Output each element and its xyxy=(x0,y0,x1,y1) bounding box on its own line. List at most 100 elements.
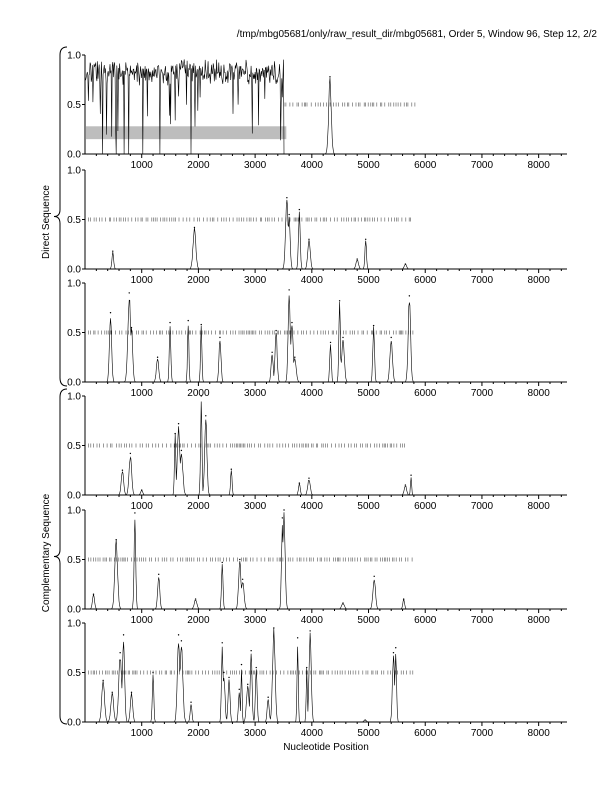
x-tick-label: 3000 xyxy=(244,160,267,171)
coding-frame-marks xyxy=(88,557,413,562)
y-tick-label: 1.0 xyxy=(67,619,81,630)
peak-point xyxy=(329,76,331,78)
peak-point xyxy=(134,512,136,514)
y-tick-label: 1.0 xyxy=(67,506,81,517)
x-tick-label: 6000 xyxy=(414,615,437,626)
x-tick-label: 3000 xyxy=(244,388,267,399)
peak-point xyxy=(187,319,189,322)
peak-point xyxy=(111,691,113,693)
peak-point xyxy=(342,602,344,604)
x-tick-label: 4000 xyxy=(301,388,324,399)
series-line-complementary-frame-2 xyxy=(85,512,567,610)
y-tick-label: 0.0 xyxy=(67,718,81,729)
x-tick-label: 8000 xyxy=(528,615,551,626)
peak-point xyxy=(309,630,311,632)
peak-point xyxy=(395,647,397,649)
peak-point xyxy=(129,452,132,455)
series-line-complementary-frame-3 xyxy=(85,628,567,723)
peak-point xyxy=(205,415,207,417)
x-tick-label: 3000 xyxy=(244,275,267,286)
peak-point xyxy=(294,356,296,358)
peak-point xyxy=(373,575,375,578)
peak-point xyxy=(239,558,241,561)
peak-point xyxy=(121,469,124,471)
peak-point xyxy=(219,336,221,339)
x-tick-label: 2000 xyxy=(187,501,210,512)
peak-point xyxy=(273,627,275,629)
coding-frame-marks xyxy=(88,330,414,335)
x-tick-label: 5000 xyxy=(357,501,380,512)
y-tick-label: 1.0 xyxy=(67,166,81,177)
peak-point xyxy=(281,517,284,519)
x-tick-label: 2000 xyxy=(187,728,210,739)
y-tick-label: 1.0 xyxy=(67,51,81,62)
x-tick-label: 4000 xyxy=(301,160,324,171)
y-tick-label: 0.5 xyxy=(67,215,81,226)
y-tick-label: 0.0 xyxy=(67,378,81,389)
y-tick-label: 1.0 xyxy=(67,392,81,403)
x-tick-label: 5000 xyxy=(357,615,380,626)
peak-point xyxy=(298,482,301,484)
x-tick-label: 3000 xyxy=(244,615,267,626)
peak-point xyxy=(177,423,180,425)
peak-point xyxy=(190,701,192,703)
coding-region-highlight xyxy=(86,126,287,140)
peak-point xyxy=(250,650,252,652)
peak-point xyxy=(291,321,293,324)
y-tick-label: 0.5 xyxy=(67,555,81,566)
peak-point xyxy=(364,238,367,240)
peak-point xyxy=(102,679,104,682)
peak-point xyxy=(194,598,197,600)
panel-complementary-frame-1: 0.0 0.5 1.0 1000 2000 3000 4000 5000 6000 7000 800… xyxy=(67,392,567,512)
x-tick-label: 3000 xyxy=(244,501,267,512)
peak-point xyxy=(109,312,112,314)
x-tick-label: 6000 xyxy=(414,160,437,171)
x-tick-label: 7000 xyxy=(471,615,494,626)
x-tick-label: 7000 xyxy=(471,388,494,399)
peak-point xyxy=(288,289,290,291)
peak-point xyxy=(130,691,133,693)
y-tick-label: 0.0 xyxy=(67,491,81,502)
x-axis-label: Nucleotide Position xyxy=(283,742,369,753)
coding-frame-marks xyxy=(88,443,405,448)
x-tick-label: 5000 xyxy=(357,160,380,171)
peak-point xyxy=(308,238,310,240)
peak-point xyxy=(122,634,125,636)
series-line-direct-frame-1 xyxy=(84,59,567,155)
peak-point xyxy=(298,208,301,211)
peak-point xyxy=(390,336,392,339)
peak-point xyxy=(119,652,121,654)
peak-point xyxy=(152,671,154,674)
x-tick-label: 8000 xyxy=(528,501,551,512)
x-tick-label: 8000 xyxy=(528,388,551,399)
x-tick-label: 5000 xyxy=(357,388,380,399)
peak-point xyxy=(308,477,310,479)
coding-frame-marks xyxy=(283,102,416,107)
peak-point xyxy=(200,323,202,326)
peak-point xyxy=(221,642,223,644)
series-line-complementary-frame-1 xyxy=(85,401,567,496)
peak-point xyxy=(410,474,412,476)
peak-point xyxy=(404,484,407,486)
x-tick-label: 4000 xyxy=(301,501,324,512)
coding-frame-marks xyxy=(88,670,414,675)
y-tick-label: 0.5 xyxy=(67,100,81,111)
x-tick-label: 6000 xyxy=(414,275,437,286)
peak-point xyxy=(112,250,114,252)
panel-direct-frame-1: 0.0 0.5 1.0 1000 2000 3000 4000 5000 6000 7000 800… xyxy=(67,51,567,171)
peak-point xyxy=(338,300,341,302)
x-tick-label: 5000 xyxy=(357,728,380,739)
x-tick-label: 8000 xyxy=(528,275,551,286)
x-tick-label: 4000 xyxy=(301,728,324,739)
coding-frame-marks xyxy=(88,217,411,222)
chart-title: /tmp/mbg05681/only/raw_result_dir/mbg056… xyxy=(237,29,598,40)
series-line-direct-frame-2 xyxy=(85,199,567,270)
x-tick-label: 2000 xyxy=(187,160,210,171)
peak-point xyxy=(241,578,244,580)
peak-point xyxy=(141,489,143,491)
peak-point xyxy=(283,509,285,511)
x-tick-label: 3000 xyxy=(244,728,267,739)
panel-direct-frame-3: 0.0 0.5 1.0 1000 2000 3000 4000 5000 6000 7000 800… xyxy=(67,279,567,399)
x-tick-label: 1000 xyxy=(131,728,154,739)
peak-point xyxy=(267,696,269,698)
